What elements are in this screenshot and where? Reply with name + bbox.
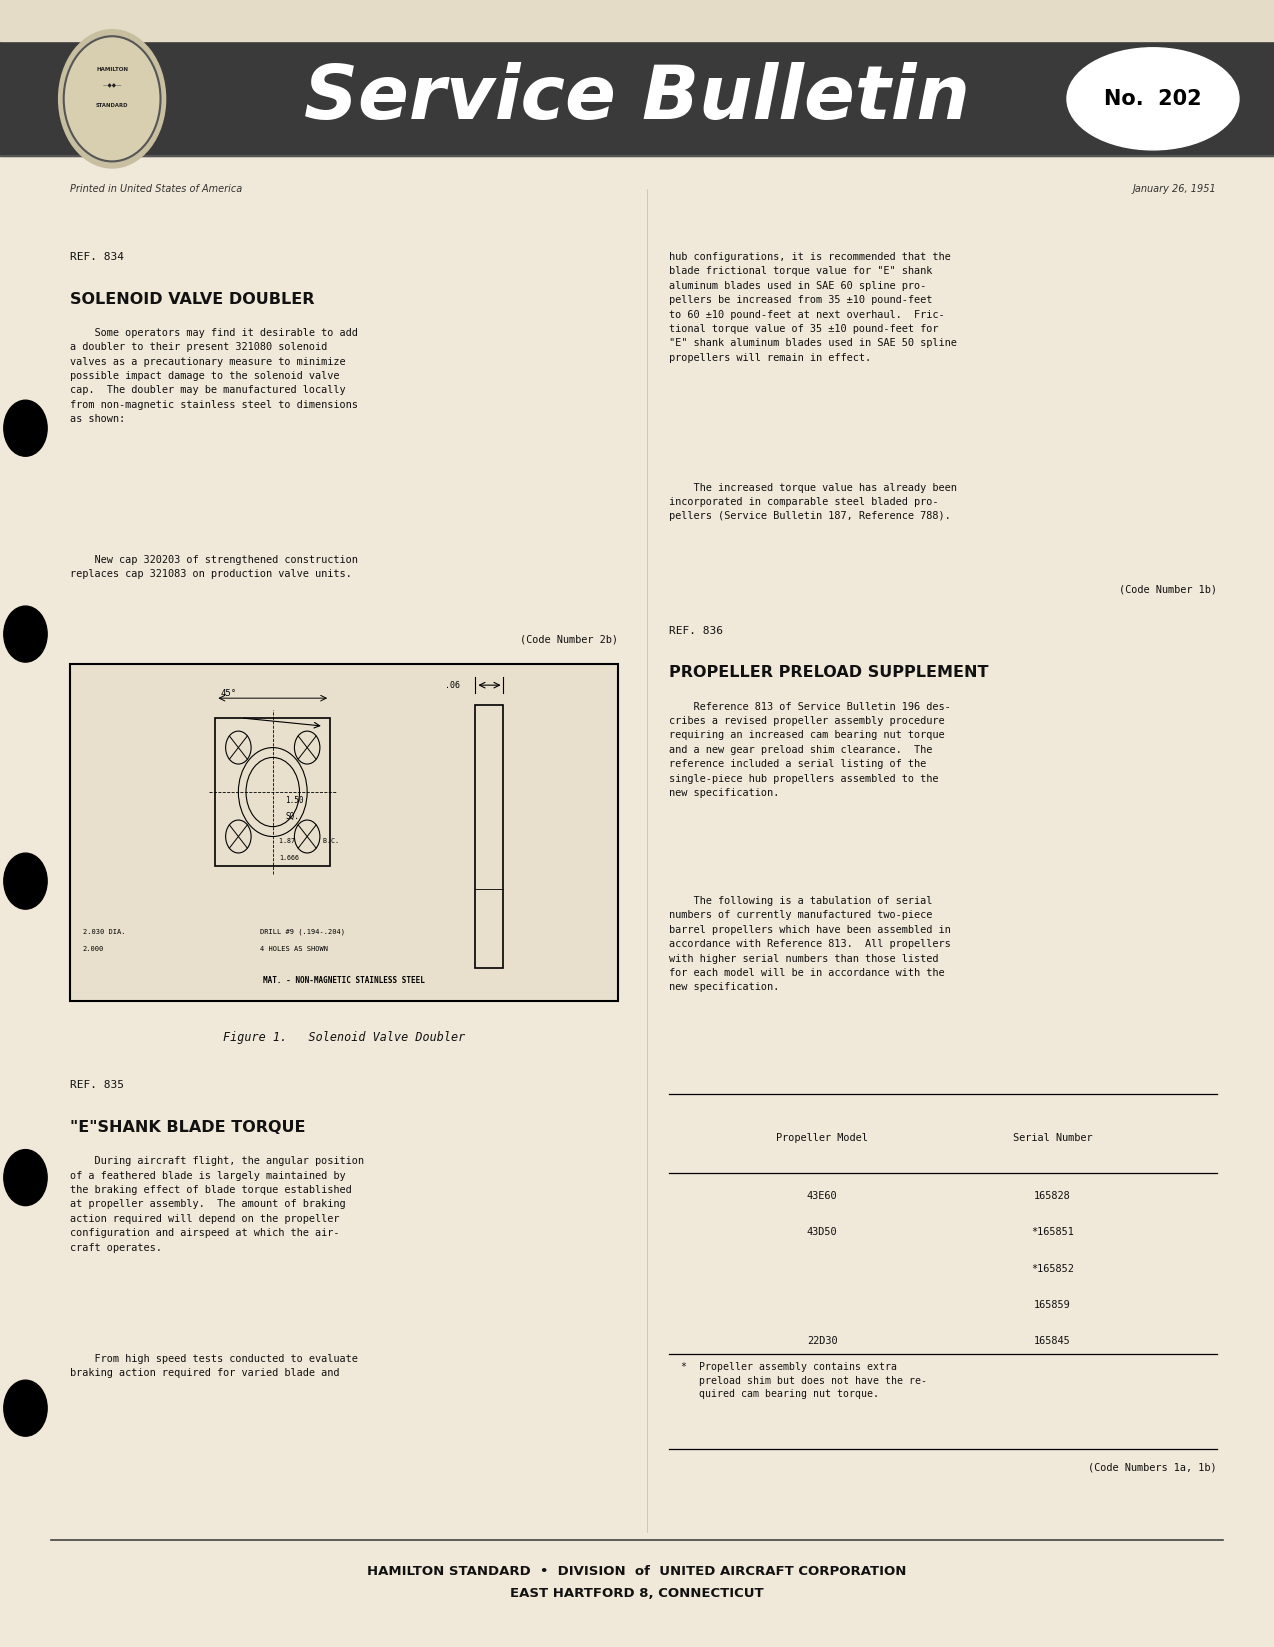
Text: "E"SHANK BLADE TORQUE: "E"SHANK BLADE TORQUE	[70, 1120, 306, 1135]
Text: .06: .06	[445, 680, 460, 690]
Circle shape	[294, 820, 320, 853]
Text: Some operators may find it desirable to add
a doubler to their present 321080 so: Some operators may find it desirable to …	[70, 328, 358, 425]
Text: DRILL #9 (.194-.204): DRILL #9 (.194-.204)	[260, 929, 345, 935]
Circle shape	[4, 400, 47, 456]
Bar	[0, 41, 1274, 156]
Text: 165859: 165859	[1034, 1299, 1070, 1309]
Circle shape	[225, 820, 251, 853]
Bar	[475, 705, 503, 968]
Text: REF. 835: REF. 835	[70, 1080, 124, 1090]
Text: *165852: *165852	[1031, 1263, 1074, 1273]
Text: New cap 320203 of strengthened construction
replaces cap 321083 on production va: New cap 320203 of strengthened construct…	[70, 555, 358, 580]
Text: 1.876 DIA. B.C.: 1.876 DIA. B.C.	[279, 838, 339, 845]
Text: REF. 834: REF. 834	[70, 252, 124, 262]
Text: HAMILTON: HAMILTON	[96, 66, 129, 72]
Text: PROPELLER PRELOAD SUPPLEMENT: PROPELLER PRELOAD SUPPLEMENT	[669, 665, 989, 680]
Bar	[0, 0, 1274, 41]
Text: HAMILTON STANDARD  •  DIVISION  of  UNITED AIRCRAFT CORPORATION
EAST HARTFORD 8,: HAMILTON STANDARD • DIVISION of UNITED A…	[367, 1565, 907, 1599]
Text: Service Bulletin: Service Bulletin	[304, 63, 970, 135]
Circle shape	[64, 36, 161, 161]
Text: (Code Number 2b): (Code Number 2b)	[520, 634, 618, 644]
Circle shape	[59, 30, 166, 168]
Circle shape	[225, 731, 251, 764]
Circle shape	[4, 1380, 47, 1436]
Bar	[215, 718, 330, 866]
Text: Figure 1.   Solenoid Valve Doubler: Figure 1. Solenoid Valve Doubler	[223, 1031, 465, 1044]
Text: 22D30: 22D30	[806, 1336, 837, 1346]
Circle shape	[4, 606, 47, 662]
Text: SOLENOID VALVE DOUBLER: SOLENOID VALVE DOUBLER	[70, 292, 315, 306]
Text: 2.000: 2.000	[83, 945, 104, 952]
Bar	[70, 664, 618, 1001]
Text: 165845: 165845	[1034, 1336, 1070, 1346]
Text: The increased torque value has already been
incorporated in comparable steel bla: The increased torque value has already b…	[669, 483, 957, 522]
Text: From high speed tests conducted to evaluate
braking action required for varied b: From high speed tests conducted to evalu…	[70, 1354, 358, 1379]
Text: REF. 836: REF. 836	[669, 626, 722, 636]
Circle shape	[4, 1150, 47, 1206]
Text: 1.50: 1.50	[285, 796, 304, 805]
Text: 45°: 45°	[220, 688, 236, 698]
Text: STANDARD: STANDARD	[96, 102, 129, 109]
Circle shape	[294, 731, 320, 764]
Text: 4 HOLES AS SHOWN: 4 HOLES AS SHOWN	[260, 945, 327, 952]
Ellipse shape	[1068, 48, 1238, 150]
Text: (Code Numbers 1a, 1b): (Code Numbers 1a, 1b)	[1088, 1463, 1217, 1472]
Text: MAT. - NON-MAGNETIC STAINLESS STEEL: MAT. - NON-MAGNETIC STAINLESS STEEL	[262, 977, 426, 985]
Text: 165828: 165828	[1034, 1191, 1070, 1201]
Text: Printed in United States of America: Printed in United States of America	[70, 184, 242, 194]
Text: 43D50: 43D50	[806, 1227, 837, 1237]
Text: 1.666: 1.666	[279, 855, 299, 861]
Text: —◆◆—: —◆◆—	[102, 82, 122, 89]
Text: January 26, 1951: January 26, 1951	[1133, 184, 1217, 194]
Text: Serial Number: Serial Number	[1013, 1133, 1092, 1143]
Text: *165851: *165851	[1031, 1227, 1074, 1237]
Text: No.  202: No. 202	[1105, 89, 1201, 109]
Text: (Code Number 1b): (Code Number 1b)	[1119, 585, 1217, 595]
Text: 2.030 DIA.: 2.030 DIA.	[83, 929, 125, 935]
Text: The following is a tabulation of serial
numbers of currently manufactured two-pi: The following is a tabulation of serial …	[669, 896, 950, 993]
Text: *  Propeller assembly contains extra
     preload shim but does not have the re-: * Propeller assembly contains extra prel…	[669, 1362, 927, 1400]
Circle shape	[4, 853, 47, 909]
Text: hub configurations, it is recommended that the
blade frictional torque value for: hub configurations, it is recommended th…	[669, 252, 957, 362]
Text: SQ.: SQ.	[285, 812, 299, 822]
Text: Reference 813 of Service Bulletin 196 des-
cribes a revised propeller assembly p: Reference 813 of Service Bulletin 196 de…	[669, 702, 950, 799]
Text: Propeller Model: Propeller Model	[776, 1133, 868, 1143]
Text: During aircraft flight, the angular position
of a feathered blade is largely mai: During aircraft flight, the angular posi…	[70, 1156, 364, 1253]
Text: 43E60: 43E60	[806, 1191, 837, 1201]
